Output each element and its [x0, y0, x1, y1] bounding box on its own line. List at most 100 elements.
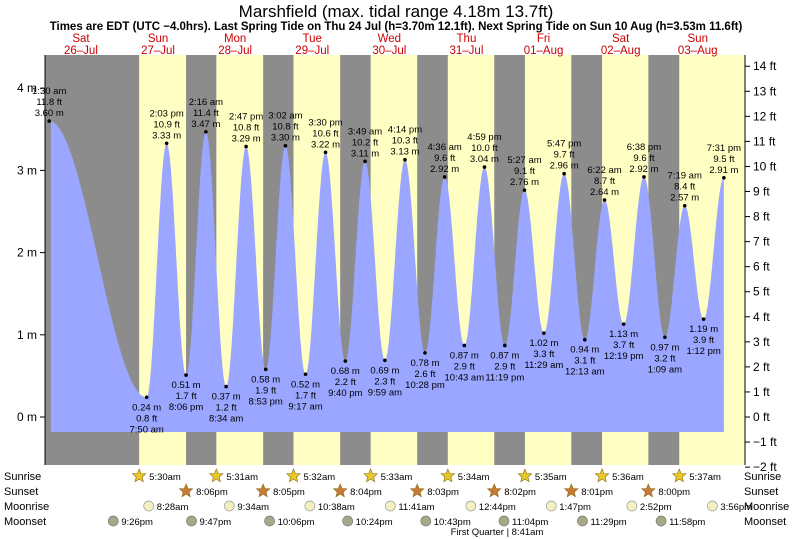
tide-time-label: 8:34 am: [209, 414, 243, 425]
tide-time-label: 3:49 am: [348, 126, 382, 137]
moonset-icon: [420, 515, 432, 527]
right-tick-label: −1 ft: [753, 435, 777, 449]
tide-ft-label: 11.8 ft: [36, 97, 62, 108]
right-tick-label: 14 ft: [753, 59, 777, 73]
tide-ft-label: 8.4 ft: [674, 182, 695, 193]
sunset-label-right: Sunset: [744, 486, 778, 498]
sunrise-label-right: Sunrise: [744, 471, 781, 483]
moonrise-time: 2:52pm: [640, 502, 672, 513]
tide-m-label: 2.64 m: [590, 187, 619, 198]
right-tick-label: 5 ft: [753, 285, 770, 299]
moonrise-time: 8:28am: [157, 502, 189, 513]
tide-ft-label: 2.9 ft: [454, 361, 475, 372]
tide-point: [701, 317, 706, 321]
tide-point: [522, 188, 527, 192]
tide-point: [582, 337, 587, 342]
tide-time-label: 3:30 pm: [308, 117, 342, 128]
moonset-time: 11:29pm: [590, 517, 626, 528]
right-tick-label: 10 ft: [753, 159, 777, 173]
moonset-icon: [264, 515, 275, 527]
tide-ft-label: 8.7 ft: [594, 176, 615, 187]
tide-ft-label: 9.6 ft: [434, 153, 455, 164]
tide-time-label: 12:19 pm: [604, 351, 644, 362]
right-tick-label: 13 ft: [753, 84, 777, 98]
moonset-icon: [577, 515, 588, 527]
moonset-icon: [107, 515, 119, 527]
tide-m-label: 1.19 m: [689, 324, 718, 335]
tide-time-label: 10:28 pm: [405, 380, 445, 391]
tide-m-label: 3.13 m: [390, 147, 419, 158]
sunset-time: 8:01pm: [581, 487, 613, 498]
tide-time-label: 11:29 am: [524, 360, 563, 371]
tide-m-label: 0.78 m: [410, 358, 439, 369]
right-tick-label: 7 ft: [753, 235, 770, 249]
tide-m-label: 2.76 m: [510, 177, 539, 188]
tide-point: [562, 171, 566, 176]
tide-point: [462, 343, 467, 348]
tide-time-label: 11:19 pm: [485, 372, 524, 383]
tide-ft-label: 2.2 ft: [335, 377, 356, 388]
tide-ft-label: 10.0 ft: [471, 143, 498, 154]
moonset-icon: [655, 515, 667, 527]
sunset-time: 8:03pm: [427, 487, 459, 498]
moonrise-time: 12:44pm: [479, 502, 516, 513]
day-label-date: 27–Jul: [141, 45, 175, 57]
tide-point: [184, 373, 188, 377]
sunrise-icon: [131, 468, 147, 483]
left-tick-label: 0 m: [17, 410, 37, 424]
tide-ft-label: 3.7 ft: [613, 340, 634, 351]
day-label-date: 01–Aug: [524, 45, 564, 57]
moonrise-icon: [626, 500, 638, 512]
tide-time-label: 4:59 pm: [467, 132, 501, 143]
moonrise-icon: [223, 500, 235, 512]
moonrise-time: 1:47pm: [559, 502, 591, 513]
day-label-dow: Fri: [537, 33, 550, 45]
tide-time-label: 9:40 pm: [328, 388, 362, 399]
tide-time-label: 12:13 am: [565, 367, 605, 378]
tide-ft-label: 10.2 ft: [352, 137, 379, 148]
tide-m-label: 0.52 m: [291, 379, 320, 390]
moonrise-time: 10:38am: [318, 502, 355, 513]
tide-m-label: 3.29 m: [232, 134, 261, 145]
tide-point: [204, 129, 208, 134]
moonrise-icon: [304, 500, 316, 512]
moonrise-label-right: Moonrise: [744, 501, 789, 513]
right-tick-label: 12 ft: [753, 109, 777, 123]
sunrise-time: 5:35am: [535, 472, 567, 483]
tide-m-label: 0.58 m: [251, 374, 280, 385]
tide-point: [403, 157, 407, 162]
tide-ft-label: 3.3 ft: [533, 349, 554, 360]
tide-point: [383, 358, 387, 363]
sunset-icon: [640, 483, 656, 498]
moonset-label-left: Moonset: [4, 516, 46, 528]
day-label-date: 30–Jul: [372, 45, 406, 57]
sunrise-time: 5:30am: [149, 472, 181, 483]
tide-time-label: 5:27 am: [507, 155, 541, 166]
day-label-dow: Sat: [612, 33, 630, 45]
tide-ft-label: 9.1 ft: [514, 166, 535, 177]
sunrise-icon: [208, 468, 224, 483]
tide-time-label: 1:12 pm: [686, 346, 720, 357]
right-tick-label: 9 ft: [753, 185, 770, 199]
day-label-dow: Mon: [224, 33, 246, 45]
tide-point: [663, 335, 667, 340]
tide-m-label: 2.92 m: [629, 164, 658, 175]
sunset-label-left: Sunset: [4, 486, 38, 498]
tide-time-label: 5:47 pm: [547, 139, 581, 150]
tide-point: [224, 384, 228, 389]
tide-point: [621, 322, 626, 326]
tide-m-label: 0.94 m: [570, 345, 599, 356]
tide-point: [363, 159, 367, 164]
sunset-time: 8:00pm: [658, 487, 690, 498]
sunset-time: 8:06pm: [196, 487, 228, 498]
tide-time-label: 9:59 am: [368, 387, 402, 398]
sunrise-icon: [671, 468, 687, 483]
right-tick-label: 6 ft: [753, 260, 770, 274]
tide-m-label: 2.91 m: [709, 165, 738, 176]
tide-m-label: 0.68 m: [331, 366, 360, 377]
tide-point: [542, 331, 546, 335]
sunset-time: 8:02pm: [504, 487, 536, 498]
moonrise-time: 11:41am: [398, 502, 434, 513]
tide-ft-label: 10.8 ft: [233, 123, 260, 134]
